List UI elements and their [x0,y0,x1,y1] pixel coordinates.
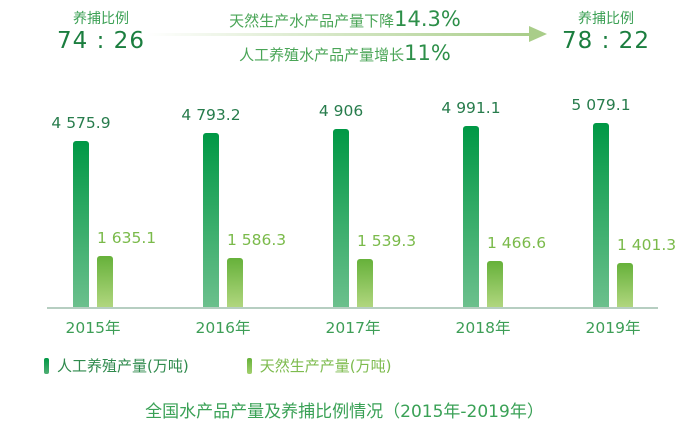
bar-farmed-2018年 [463,126,479,308]
natural-change-note: 天然生产水产品产量下降14.3% [155,7,535,31]
bar-farmed-2015年 [73,141,89,308]
x-tick-2018年: 2018年 [455,319,511,337]
value-label-natural-2017年: 1 539.3 [357,232,417,250]
value-label-natural-2019年: 1 401.3 [617,236,677,255]
ratio-block-2019: 养捕比例 78 : 22 [558,10,654,54]
ratio-value-right: 78 : 22 [562,28,650,54]
farmed-change-value: 11% [404,41,451,65]
chart-legend: 人工养殖产量(万吨) 天然生产产量(万吨) [44,355,391,376]
ratio-label-left: 养捕比例 [73,11,129,27]
value-label-farmed-2019年: 5 079.1 [571,96,631,114]
natural-change-value: 14.3% [394,7,461,31]
bar-natural-2016年 [227,257,243,308]
value-label-natural-2015年: 1 635.1 [97,229,157,247]
value-label-natural-2018年: 1 466.6 [487,234,547,253]
x-tick-2016年: 2016年 [195,319,251,337]
arrow-right-head-icon [529,26,547,42]
ratio-block-2015: 养捕比例 74 : 26 [54,10,148,54]
value-label-farmed-2016年: 4 793.2 [181,106,241,125]
farmed-change-text: 人工养殖水产品产量增长 [239,46,405,64]
x-tick-2019年: 2019年 [585,319,641,337]
legend-marker-farmed-icon [44,357,49,374]
x-axis-line [47,307,658,309]
farmed-change-note: 人工养殖水产品产量增长11% [155,41,535,65]
bar-farmed-2017年 [333,129,349,308]
legend-item-farmed: 人工养殖产量(万吨) [44,355,189,376]
value-label-farmed-2018年: 4 991.1 [441,99,501,118]
ratio-value-left: 74 : 26 [57,28,145,54]
ratio-label-right: 养捕比例 [578,11,634,27]
bar-farmed-2019年 [593,123,609,308]
value-label-farmed-2017年: 4 906 [318,102,364,121]
value-label-farmed-2015年: 4 575.9 [51,114,111,133]
bar-natural-2015年 [97,256,113,308]
bar-natural-2019年 [617,263,633,308]
bar-natural-2017年 [357,259,373,308]
chart-title: 全国水产品产量及养捕比例情况（2015年-2019年） [145,402,544,422]
arrow-right-icon [147,33,531,36]
natural-change-text: 天然生产水产品产量下降 [229,12,395,30]
x-tick-2017年: 2017年 [325,319,381,337]
legend-item-natural: 天然生产产量(万吨) [246,355,392,376]
value-label-natural-2016年: 1 586.3 [227,230,287,249]
bar-natural-2018年 [487,261,503,308]
bar-farmed-2016年 [203,133,219,308]
legend-label-farmed: 人工养殖产量(万吨) [57,357,189,375]
legend-marker-natural-icon [246,357,252,374]
x-tick-2015年: 2015年 [65,319,121,337]
legend-label-natural: 天然生产产量(万吨) [259,357,392,375]
